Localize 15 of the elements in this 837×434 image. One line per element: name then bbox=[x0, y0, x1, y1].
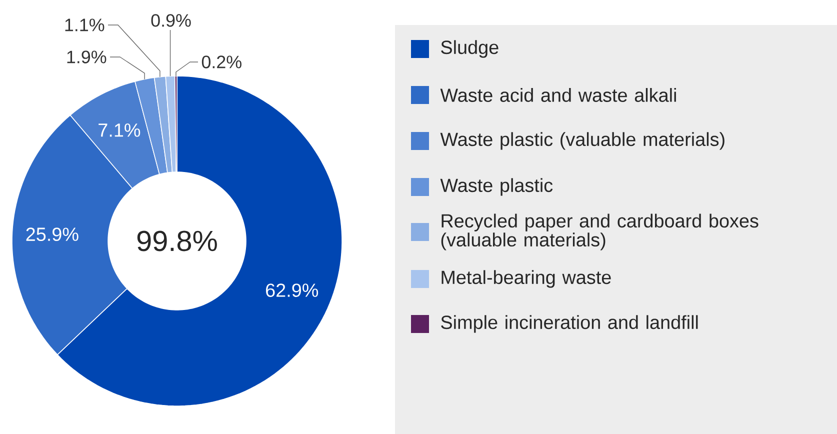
data-label: 62.9% bbox=[266, 284, 318, 297]
data-label: 0.2% bbox=[202, 56, 242, 68]
data-label: 7.1% bbox=[98, 124, 140, 137]
legend-label: Waste plastic (valuable materials) bbox=[440, 132, 724, 150]
legend-label: Simple incineration and landfill bbox=[441, 315, 698, 333]
legend-label: Sludge bbox=[441, 40, 498, 58]
data-label: 25.9% bbox=[26, 228, 78, 242]
legend-label: Recycled paper and cardboard boxes (valuable materials) bbox=[441, 214, 758, 250]
text: 99.8% bbox=[137, 230, 217, 252]
data-label: 0.9% bbox=[151, 14, 191, 27]
legend-label: Waste plastic bbox=[440, 178, 553, 196]
legend-label: Metal-bearing waste bbox=[442, 270, 611, 288]
data-label: 1.9% bbox=[67, 50, 106, 64]
data-label: 1.1% bbox=[65, 18, 104, 32]
legend-label: Waste acid and waste alkali bbox=[440, 88, 676, 102]
